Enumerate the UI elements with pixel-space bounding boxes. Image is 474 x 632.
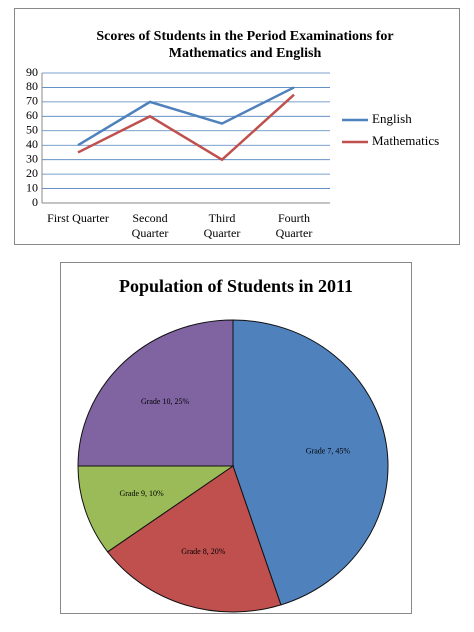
- pie-slice: [232, 319, 389, 606]
- slice-label: Grade 7, 45%: [306, 447, 351, 456]
- x-tick-label: Third Quarter: [203, 211, 241, 240]
- line-series: [77, 93, 295, 162]
- pie-slice: [106, 465, 282, 613]
- slice-label: Grade 10, 25%: [141, 397, 190, 406]
- legend-label: Mathematics: [372, 133, 439, 148]
- pie-chart-frame: [60, 262, 412, 614]
- line-series: [77, 86, 295, 147]
- legend-label: English: [372, 111, 412, 126]
- slice-label: Grade 8, 20%: [181, 547, 226, 556]
- x-tick-label: Second Quarter: [131, 211, 169, 240]
- x-tick-label: First Quarter: [47, 211, 109, 225]
- pie-chart-title: Population of Students in 2011: [118, 276, 354, 296]
- y-tick-label: 10: [26, 180, 38, 194]
- y-tick-label: 60: [26, 108, 38, 122]
- y-tick-label: 30: [26, 151, 38, 165]
- x-tick-label: Fourth Quarter: [275, 211, 313, 240]
- pie-slice: [77, 465, 235, 553]
- y-tick-label: 0: [32, 195, 38, 209]
- line-chart-title: Scores of Students in the Period Examina…: [96, 29, 394, 61]
- y-tick-label: 70: [26, 94, 38, 108]
- slice-label: Grade 9, 10%: [119, 489, 164, 498]
- y-tick-label: 50: [26, 123, 38, 137]
- pie-slice: [77, 319, 234, 467]
- y-tick-label: 90: [26, 65, 38, 79]
- y-tick-label: 80: [26, 79, 38, 93]
- y-tick-label: 40: [26, 137, 38, 151]
- y-tick-label: 20: [26, 166, 38, 180]
- line-chart-frame: [14, 8, 460, 245]
